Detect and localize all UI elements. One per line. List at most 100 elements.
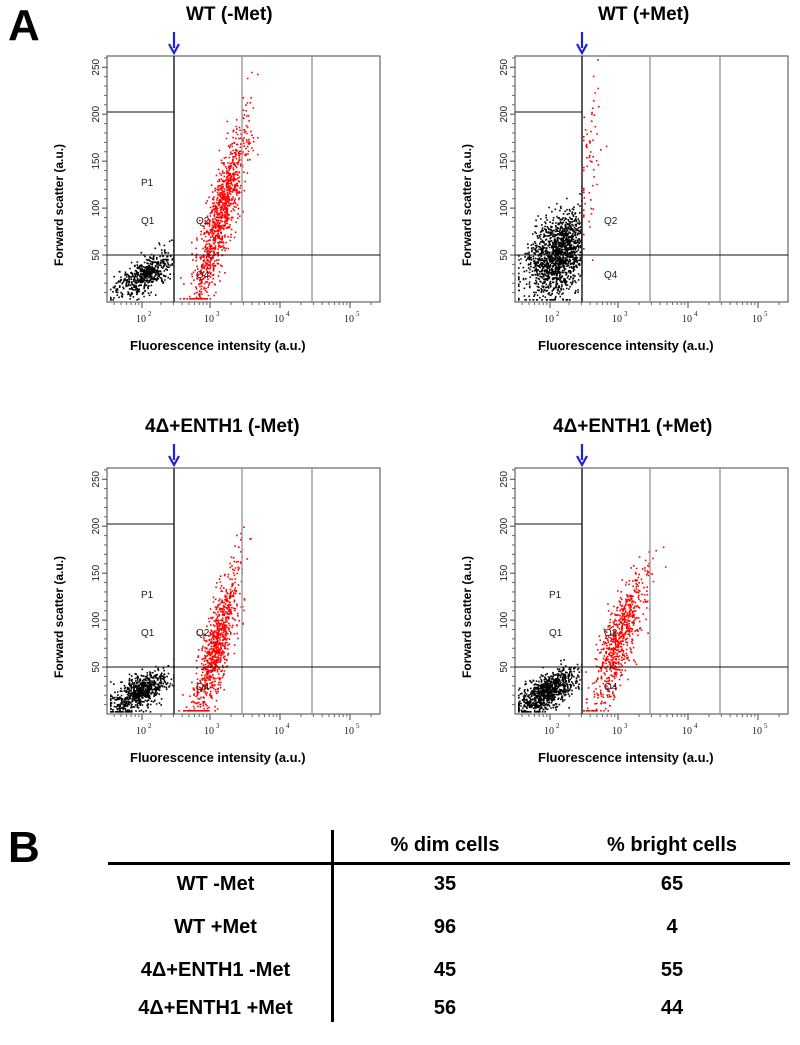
gate-label-q2: Q2 <box>604 628 618 639</box>
gate-arrow-head-icon <box>576 455 588 468</box>
dim-cell-dots <box>518 186 583 301</box>
y-axis-label: Forward scatter (a.u.) <box>52 143 66 266</box>
bright-cell-dots <box>583 59 608 261</box>
y-tick-label: 50 <box>91 661 102 673</box>
x-tick-label: 10 <box>752 314 762 325</box>
x-axis-label: Fluorescence intensity (a.u.) <box>538 338 714 353</box>
gate-label-p1: P1 <box>141 178 154 189</box>
x-tick-label: 10 <box>612 314 622 325</box>
x-tick-exponent: 3 <box>216 310 220 318</box>
flow-plot-enth1-plus-met: 4Δ+ENTH1 (+Met) 50 100 150 200 250 10 2 10 3 10 4 1… <box>458 416 789 776</box>
gate-label-q1: Q1 <box>141 216 155 227</box>
bright-cell-dots <box>178 526 252 712</box>
dim-cells-series <box>518 659 583 713</box>
gate-arrow-head-icon <box>576 43 588 56</box>
plot-title: 4Δ+ENTH1 (-Met) <box>145 416 300 437</box>
bright-cells-series <box>179 71 259 300</box>
panel-a-label: A <box>8 1 40 50</box>
plot-title: WT (+Met) <box>598 4 690 25</box>
gate-label-q1: Q1 <box>549 628 563 639</box>
table-top-rule <box>108 862 790 865</box>
panel-b-label: B <box>8 823 40 872</box>
x-tick-exponent: 3 <box>216 722 220 730</box>
x-tick-label: 10 <box>544 314 554 325</box>
dim-cell-dots <box>110 658 175 713</box>
dim-cells-series <box>518 186 583 301</box>
gate-label-q4: Q4 <box>196 682 210 693</box>
y-tick-label: 150 <box>499 564 510 581</box>
gate-label-q1: Q1 <box>141 628 155 639</box>
bright-cells-series <box>583 59 608 261</box>
y-tick-label: 150 <box>91 152 102 169</box>
bright-cell-dots <box>583 546 667 712</box>
x-tick-exponent: 5 <box>764 310 768 318</box>
table-column-divider <box>331 830 334 1022</box>
y-tick-label: 150 <box>91 564 102 581</box>
row-bright-value: 65 <box>660 873 684 895</box>
row-bright-value: 4 <box>666 916 678 938</box>
gate-label-p1: P1 <box>549 590 562 601</box>
gate-label-q2: Q2 <box>604 216 618 227</box>
dim-cells-series <box>110 658 175 713</box>
y-tick-label: 150 <box>499 152 510 169</box>
x-tick-exponent: 4 <box>286 722 290 730</box>
row-bright-value: 44 <box>660 997 684 1019</box>
gate-label-q2: Q2 <box>196 628 210 639</box>
x-tick-label: 10 <box>612 726 622 737</box>
x-tick-exponent: 2 <box>148 722 152 730</box>
row-label: 4Δ+ENTH1 +Met <box>138 997 293 1019</box>
bright-cells-series <box>178 526 252 712</box>
y-tick-label: 200 <box>91 517 102 534</box>
row-label: WT -Met <box>176 873 255 895</box>
x-tick-exponent: 4 <box>286 310 290 318</box>
y-tick-label: 200 <box>499 105 510 122</box>
y-tick-label: 250 <box>91 58 102 75</box>
y-axis-label: Forward scatter (a.u.) <box>52 555 66 678</box>
x-tick-exponent: 2 <box>148 310 152 318</box>
y-tick-label: 50 <box>499 249 510 261</box>
x-axis-label: Fluorescence intensity (a.u.) <box>130 750 306 765</box>
row-dim-value: 56 <box>433 997 457 1019</box>
x-tick-exponent: 5 <box>356 310 360 318</box>
row-label: 4Δ+ENTH1 -Met <box>140 959 291 981</box>
gate-label-q4: Q4 <box>196 270 210 281</box>
x-tick-exponent: 4 <box>694 722 698 730</box>
row-label: WT +Met <box>174 916 257 938</box>
x-tick-label: 10 <box>344 726 354 737</box>
x-tick-label: 10 <box>682 726 692 737</box>
summary-table: % dim cells % bright cells WT -Met 35 65… <box>0 820 800 1040</box>
y-tick-label: 250 <box>499 58 510 75</box>
dim-cell-dots <box>110 239 175 301</box>
y-tick-label: 100 <box>499 199 510 216</box>
x-tick-exponent: 2 <box>556 722 560 730</box>
x-tick-exponent: 5 <box>764 722 768 730</box>
x-tick-label: 10 <box>136 726 146 737</box>
y-axis-label: Forward scatter (a.u.) <box>460 555 474 678</box>
y-axis-label: Forward scatter (a.u.) <box>460 143 474 266</box>
flow-plot-wt-plus-met: WT (+Met) 50 100 150 200 250 10 2 10 3 10 4 10 5 Q2 Q4… <box>458 4 789 364</box>
y-tick-label: 100 <box>91 611 102 628</box>
x-axis-label: Fluorescence intensity (a.u.) <box>538 750 714 765</box>
x-tick-label: 10 <box>136 314 146 325</box>
x-tick-exponent: 3 <box>624 310 628 318</box>
column-header-bright: % bright cells <box>606 834 738 856</box>
x-tick-label: 10 <box>344 314 354 325</box>
y-tick-label: 250 <box>499 470 510 487</box>
flow-plot-enth1-minus-met: 4Δ+ENTH1 (-Met) 50 100 150 200 250 10 2 10 3 10 4 1… <box>50 416 381 776</box>
row-dim-value: 35 <box>433 873 457 895</box>
x-tick-exponent: 3 <box>624 722 628 730</box>
x-tick-exponent: 2 <box>556 310 560 318</box>
gate-label-q4: Q4 <box>604 682 618 693</box>
x-tick-label: 10 <box>204 314 214 325</box>
column-header-dim: % dim cells <box>390 834 500 856</box>
y-tick-label: 200 <box>91 105 102 122</box>
y-tick-label: 100 <box>91 199 102 216</box>
x-tick-label: 10 <box>204 726 214 737</box>
bright-cell-dots <box>179 71 259 300</box>
x-axis-label: Fluorescence intensity (a.u.) <box>130 338 306 353</box>
row-bright-value: 55 <box>660 959 684 981</box>
row-dim-value: 96 <box>433 916 457 938</box>
x-tick-exponent: 5 <box>356 722 360 730</box>
